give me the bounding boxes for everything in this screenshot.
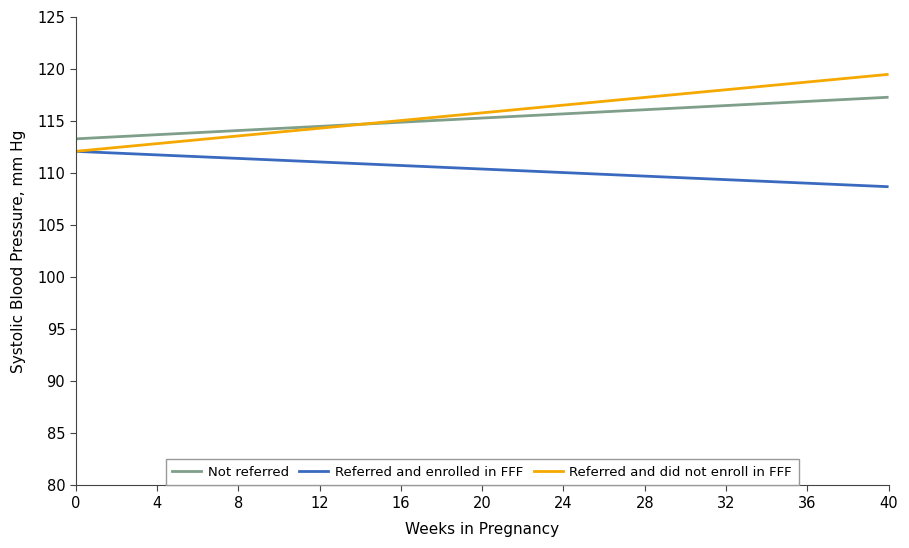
Y-axis label: Systolic Blood Pressure, mm Hg: Systolic Blood Pressure, mm Hg	[11, 129, 26, 373]
Legend: Not referred, Referred and enrolled in FFF, Referred and did not enroll in FFF: Not referred, Referred and enrolled in F…	[165, 459, 799, 486]
X-axis label: Weeks in Pregnancy: Weeks in Pregnancy	[405, 522, 559, 537]
